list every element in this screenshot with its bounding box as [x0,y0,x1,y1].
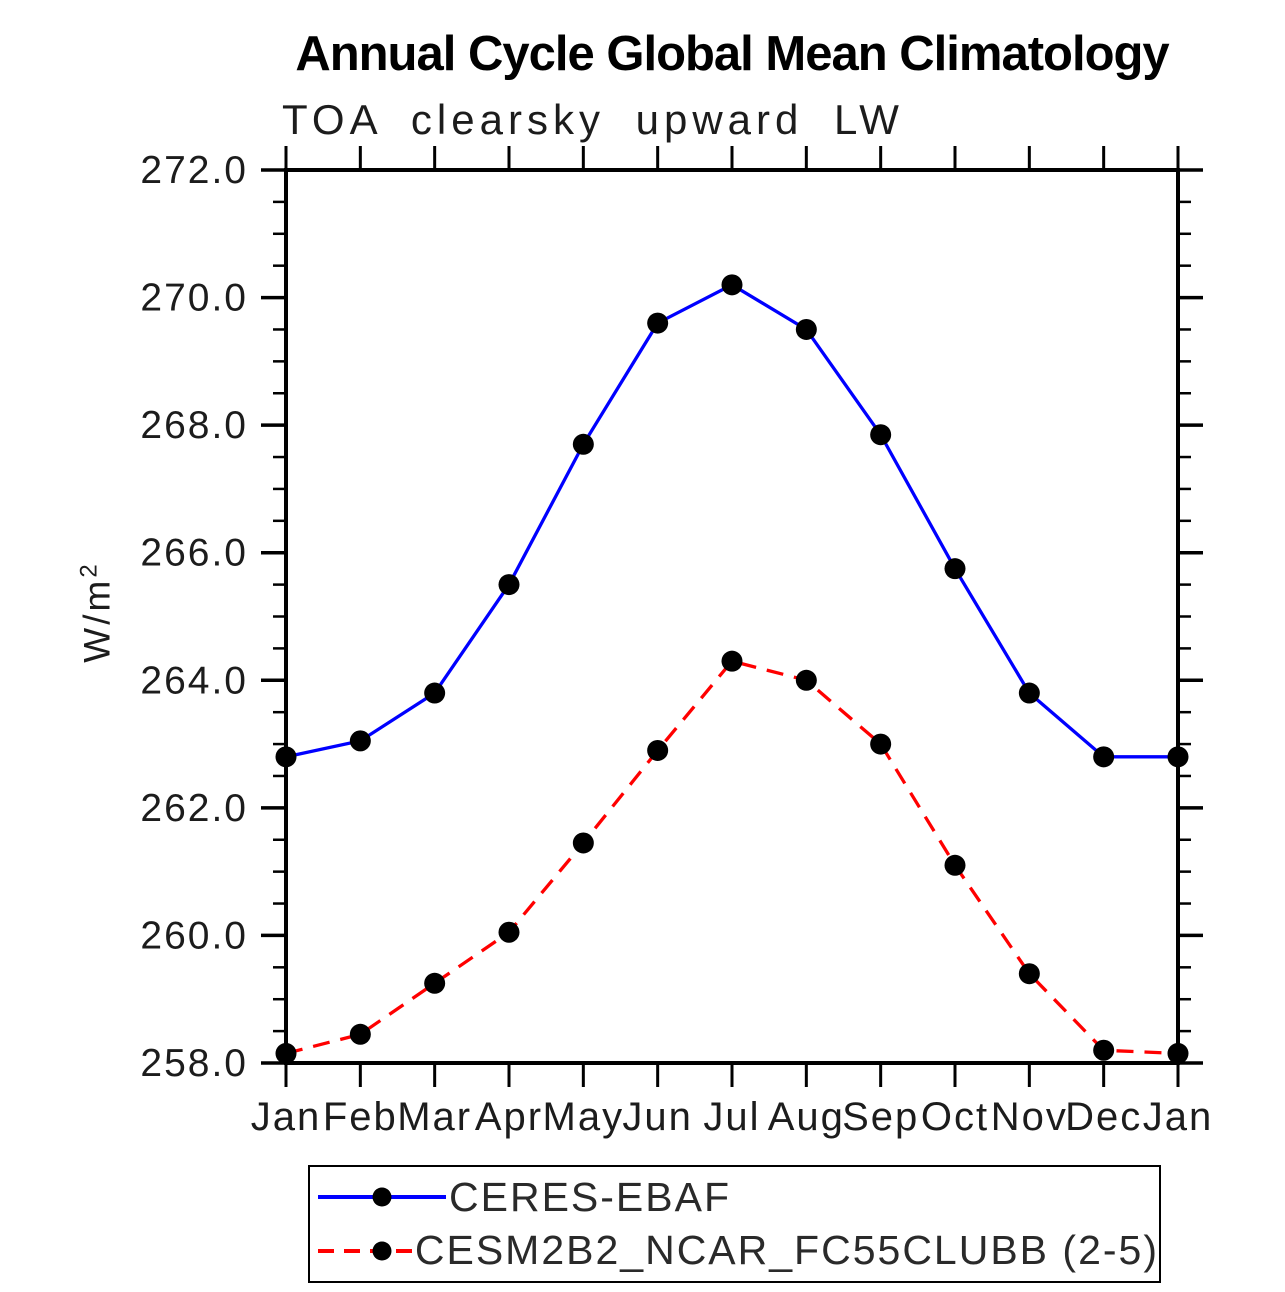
data-point-marker [1167,1042,1189,1064]
data-point-marker [498,921,520,943]
y-tick-label: 270.0 [140,277,248,320]
data-point-marker [275,746,297,768]
series-line [285,282,1178,759]
x-axis-ticks [284,146,1180,1087]
data-point-marker [424,682,446,704]
x-tick-label: Sep [842,1095,919,1139]
x-tick-label: Oct [921,1095,989,1139]
x-tick-label: Nov [991,1095,1068,1139]
x-tick-label: Feb [323,1095,398,1139]
legend-line-sample-dashed [318,1241,415,1261]
data-point-marker [795,669,817,691]
x-tick-label: Jul [703,1095,760,1139]
data-point-marker [275,1042,297,1064]
chart-title: Annual Cycle Global Mean Climatology [295,27,1169,81]
data-point-marker [349,730,371,752]
data-point-marker [349,1023,371,1045]
data-point-marker [795,318,817,340]
data-point-marker [1018,682,1040,704]
data-point-marker [944,558,966,580]
y-axis-labels: 258.0 260.0 262.0 264.0 266.0 268.0 270.0 272.0 [140,149,248,1085]
data-point-marker [1167,746,1189,768]
legend-label: CERES-EBAF [449,1173,731,1220]
legend-sample-marker [372,1187,392,1207]
series-line [285,659,1179,1056]
x-tick-label: Apr [475,1095,543,1139]
series-cesm2b2 [275,650,1189,1064]
x-tick-label: Jun [622,1095,693,1139]
data-point-marker [944,854,966,876]
legend: CERES-EBAF CESM2B2_NCAR_FC55CLUBB (2-5) [308,1165,1161,1283]
y-tick-label: 260.0 [140,914,248,957]
data-point-marker [1018,963,1040,985]
data-point-marker [870,424,892,446]
data-point-marker [424,972,446,994]
x-tick-label: May [543,1095,625,1139]
data-point-marker [498,574,520,596]
y-tick-label: 268.0 [140,404,248,447]
y-axis-minor-ticks [273,200,1191,1033]
data-point-marker [1093,746,1115,768]
data-point-marker [721,274,743,296]
legend-line-sample-solid [318,1187,446,1207]
x-tick-label: Jan [251,1095,322,1139]
plot-frame [284,168,1180,1065]
x-tick-label: Dec [1065,1095,1142,1139]
y-tick-label: 262.0 [140,787,248,830]
legend-sample-marker [372,1241,392,1261]
x-tick-label: Jan [1143,1095,1214,1139]
data-point-marker [721,650,743,672]
data-point-marker [572,832,594,854]
chart-subtitle: TOA clearsky upward LW [282,96,904,143]
x-tick-label: Aug [768,1095,845,1139]
y-tick-label: 266.0 [140,532,248,575]
series-ceres-ebaf [275,274,1189,768]
data-point-marker [1093,1039,1115,1061]
data-point-marker [572,433,594,455]
x-tick-label: Mar [397,1095,472,1139]
legend-item-cesm: CESM2B2_NCAR_FC55CLUBB (2-5) [310,1227,1159,1274]
data-point-marker [647,312,669,334]
y-tick-label: 264.0 [140,659,248,702]
y-tick-label: 272.0 [140,149,248,192]
y-tick-label: 258.0 [140,1042,248,1085]
y-axis-ticks [261,168,1203,1065]
legend-label: CESM2B2_NCAR_FC55CLUBB (2-5) [414,1227,1159,1274]
data-point-marker [870,733,892,755]
data-point-marker [647,739,669,761]
legend-item-ceres: CERES-EBAF [310,1174,1159,1220]
